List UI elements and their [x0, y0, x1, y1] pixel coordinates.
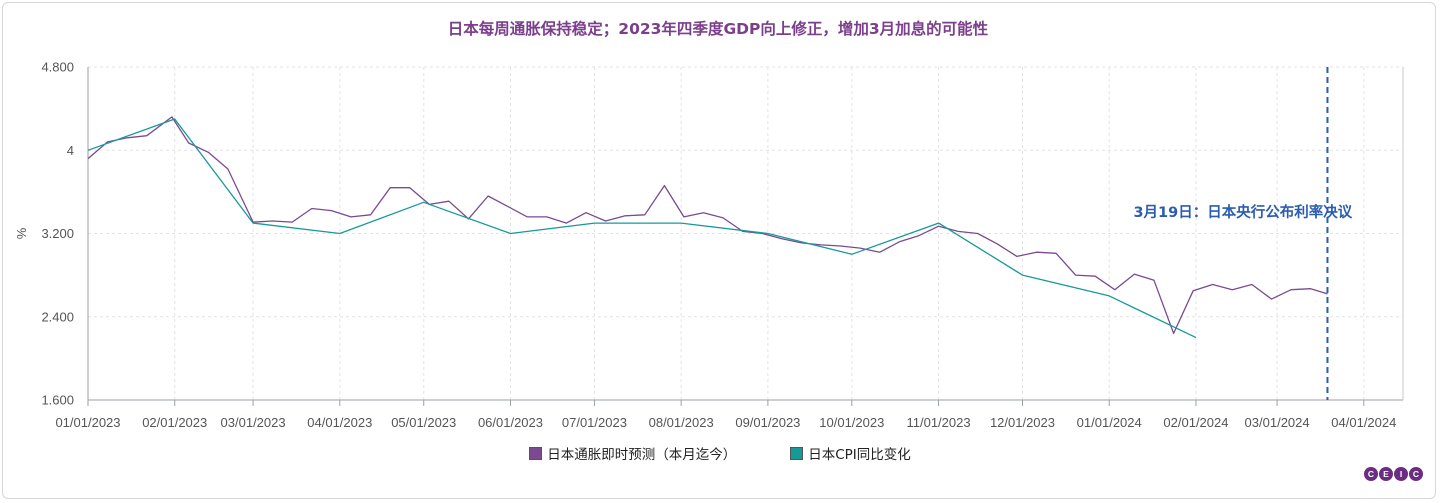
logo-letter: C: [1409, 467, 1423, 481]
legend-label-cpi: 日本CPI同比变化: [808, 447, 911, 463]
x-tick-label: 04/01/2023: [307, 415, 372, 430]
x-tick-label: 04/01/2024: [1331, 415, 1396, 430]
axes: 1.600 2.400 3.200 4 4.800 01/01/2023 02/01/202…: [14, 60, 1404, 430]
grid-lines: [87, 66, 1403, 401]
y-tick-label: 4: [67, 143, 74, 158]
x-tick-label: 10/01/2023: [819, 415, 884, 430]
x-tick-label: 08/01/2023: [649, 415, 714, 430]
x-tick-label: 11/01/2023: [906, 415, 970, 430]
legend-label-nowcast: 日本通胀即时预测（本月迄今）: [547, 447, 737, 463]
line-chart: 1.600 2.400 3.200 4 4.800 01/01/2023 02/01/202…: [14, 60, 1404, 430]
legend-item-cpi[interactable]: 日本CPI同比变化: [790, 443, 911, 463]
x-tick-label: 05/01/2023: [391, 415, 456, 430]
annotation-layer: 3月19日：日本央行公布利率决议: [1133, 67, 1353, 400]
x-tick-label: 01/01/2023: [55, 415, 120, 430]
x-tick-label: 03/01/2023: [221, 415, 286, 430]
series-line-cpi: [87, 118, 1197, 339]
x-tick-label: 07/01/2023: [562, 415, 627, 430]
x-tick-label: 06/01/2023: [478, 415, 543, 430]
x-tick-label: 03/01/2024: [1245, 415, 1310, 430]
x-tick-label: 12/01/2023: [990, 415, 1055, 430]
legend-swatch-cpi: [790, 446, 804, 460]
legend-item-nowcast[interactable]: 日本通胀即时预测（本月迄今）: [529, 443, 736, 463]
ceic-logo: C E I C: [1364, 467, 1423, 481]
y-axis-label: %: [14, 227, 29, 239]
legend: 日本通胀即时预测（本月迄今） 日本CPI同比变化: [0, 443, 1440, 463]
x-tick-label: 01/01/2024: [1077, 415, 1142, 430]
x-tick-label: 02/01/2023: [142, 415, 207, 430]
series-line-nowcast: [87, 116, 1328, 335]
logo-letter: C: [1364, 467, 1378, 481]
legend-swatch-nowcast: [529, 446, 543, 460]
logo-letter: E: [1379, 467, 1393, 481]
annotation-label: 3月19日：日本央行公布利率决议: [1133, 203, 1352, 221]
y-tick-label: 2.400: [41, 309, 74, 324]
y-tick-label: 4.800: [41, 60, 74, 75]
x-tick-label: 02/01/2024: [1163, 415, 1228, 430]
y-tick-label: 1.600: [41, 393, 74, 408]
y-tick-label: 3.200: [41, 226, 74, 241]
logo-letter: I: [1394, 467, 1408, 481]
series-layer: [87, 116, 1328, 339]
chart-title: 日本每周通胀保持稳定；2023年四季度GDP向上修正，增加3月加息的可能性: [447, 20, 989, 38]
x-tick-label: 09/01/2023: [735, 415, 800, 430]
